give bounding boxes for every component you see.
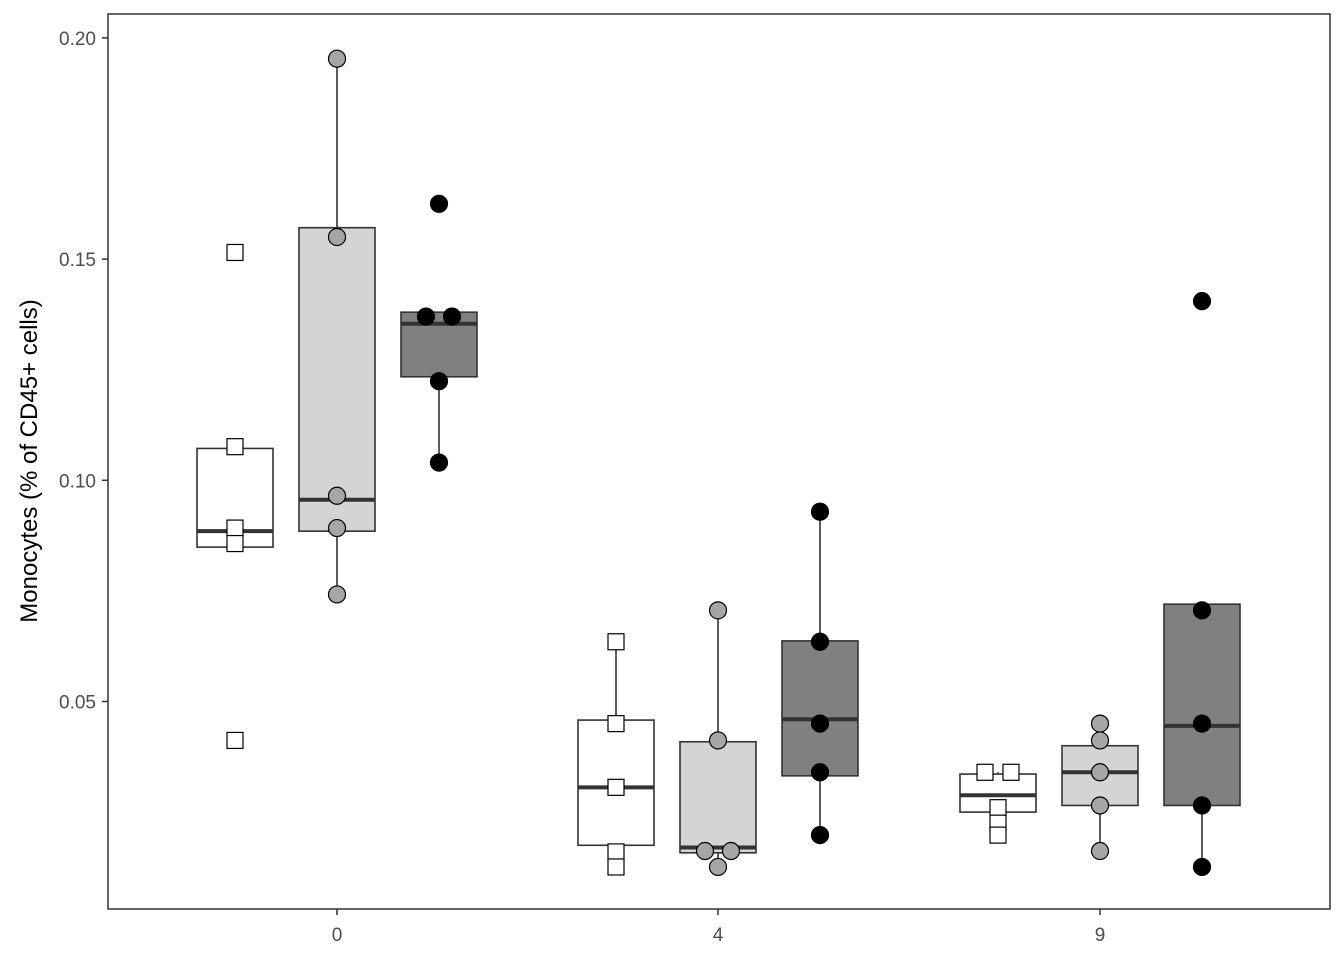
- data-point: [1090, 763, 1110, 782]
- y-axis: 0.05 0.10 0.15 0.20: [59, 29, 108, 714]
- data-point: [226, 243, 244, 262]
- data-point: [429, 194, 449, 213]
- plot-marks: [196, 49, 1241, 877]
- data-point: [695, 841, 715, 861]
- data-point: [1192, 857, 1212, 877]
- box-group: [959, 763, 1037, 844]
- data-point: [1090, 841, 1110, 861]
- data-point: [607, 843, 625, 861]
- data-point: [721, 841, 741, 861]
- data-point: [429, 453, 449, 472]
- data-point: [327, 585, 347, 604]
- x-tick-label: 9: [1095, 925, 1106, 946]
- data-point: [442, 307, 462, 326]
- box-group: [1163, 292, 1241, 877]
- data-point: [708, 857, 728, 877]
- box-group: [298, 49, 376, 604]
- data-point: [989, 799, 1007, 817]
- data-point: [810, 826, 830, 845]
- box-group: [196, 243, 274, 750]
- data-point: [429, 372, 449, 391]
- data-point: [810, 502, 830, 521]
- y-tick-label: 0.10: [59, 471, 96, 492]
- box-iqr: [679, 740, 757, 854]
- data-point: [226, 534, 244, 553]
- data-point: [226, 731, 244, 750]
- data-point: [1002, 763, 1020, 781]
- data-point: [1192, 796, 1212, 815]
- data-point: [1192, 714, 1212, 733]
- y-tick-label: 0.05: [59, 693, 96, 714]
- data-point: [327, 486, 347, 505]
- box-iqr: [781, 640, 859, 777]
- data-point: [1090, 731, 1110, 750]
- data-point: [607, 858, 625, 876]
- box-group: [1061, 714, 1139, 861]
- data-point: [708, 731, 728, 750]
- data-point: [976, 763, 994, 781]
- data-point: [989, 826, 1007, 844]
- data-point: [607, 633, 625, 651]
- box-iqr: [298, 226, 376, 532]
- data-point: [1192, 292, 1212, 311]
- box-group: [400, 194, 478, 472]
- box-group: [679, 601, 757, 877]
- data-point: [416, 307, 436, 326]
- x-tick-label: 0: [332, 925, 343, 946]
- data-point: [607, 778, 625, 796]
- data-point: [810, 763, 830, 782]
- y-axis-title: Monocytes (% of CD45+ cells): [16, 299, 43, 622]
- y-tick-label: 0.20: [59, 29, 96, 50]
- data-point: [708, 601, 728, 620]
- data-point: [327, 49, 347, 68]
- data-point: [226, 519, 244, 537]
- data-point: [327, 518, 347, 538]
- data-point: [1192, 601, 1212, 620]
- data-point: [607, 715, 625, 733]
- box-group: [577, 633, 655, 876]
- data-point: [226, 438, 244, 456]
- data-point: [810, 714, 830, 733]
- data-point: [810, 632, 830, 651]
- data-point: [1090, 796, 1110, 815]
- x-tick-label: 4: [713, 925, 724, 946]
- data-point: [327, 227, 347, 247]
- x-axis: 0 4 9: [332, 909, 1106, 946]
- data-point: [1090, 714, 1110, 733]
- y-tick-label: 0.15: [59, 250, 96, 271]
- box-group: [781, 502, 859, 845]
- box-iqr: [1163, 603, 1241, 807]
